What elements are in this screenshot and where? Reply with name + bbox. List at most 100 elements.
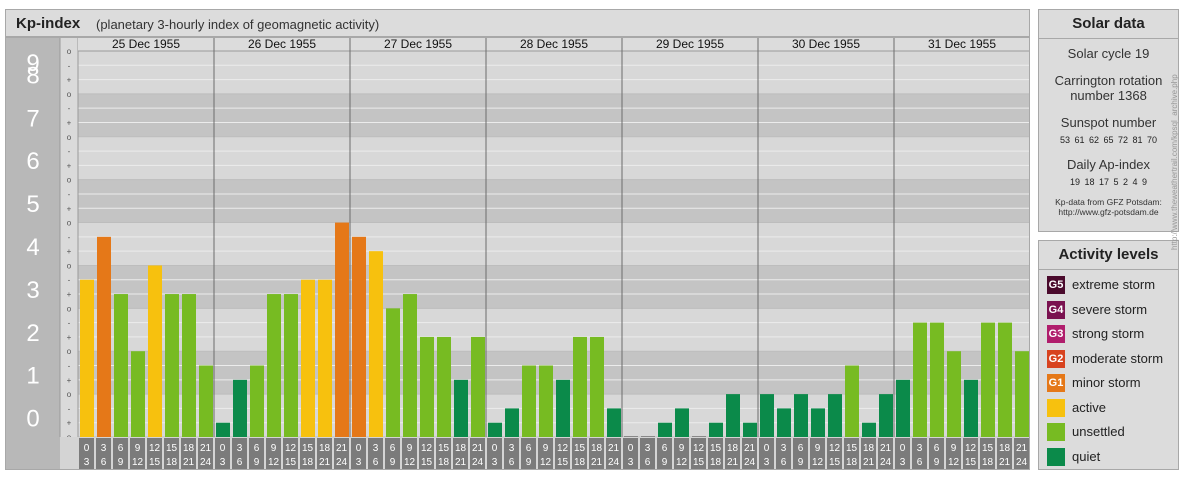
hour-label-end: 15	[693, 457, 705, 468]
day-label: 26 Dec 1955	[248, 37, 316, 51]
kp-bar	[301, 279, 315, 437]
hour-label-end: 9	[118, 457, 124, 468]
hour-label-end: 18	[846, 457, 858, 468]
kp-bar	[539, 365, 553, 437]
hour-cell	[691, 438, 706, 469]
carrington-line-2: number 1368	[1070, 88, 1147, 103]
kp-bar	[998, 322, 1012, 437]
hour-label-start: 3	[781, 443, 787, 454]
hour-label-end: 18	[710, 457, 722, 468]
hour-label-start: 21	[336, 443, 348, 454]
source-link[interactable]: http://www.gfz-potsdam.de	[1058, 207, 1159, 217]
hour-label-end: 12	[268, 457, 280, 468]
hour-label-start: 6	[934, 443, 940, 454]
kp-band	[78, 93, 1030, 137]
y-axis-column	[5, 37, 60, 437]
kp-bar	[471, 336, 485, 437]
hour-label-start: 3	[373, 443, 379, 454]
carrington-line-1: Carrington rotation	[1054, 73, 1163, 88]
kp-bar	[80, 279, 94, 437]
kp-bar	[709, 422, 723, 437]
hour-label-start: 18	[183, 443, 195, 454]
hour-cell	[538, 438, 553, 469]
hour-label-start: 12	[829, 443, 841, 454]
hour-label-start: 9	[679, 443, 685, 454]
hour-label-start: 12	[421, 443, 433, 454]
activity-level-swatch	[1047, 423, 1065, 441]
hour-label-start: 18	[455, 443, 467, 454]
hour-label-start: 3	[645, 443, 651, 454]
activity-level-swatch: G1	[1047, 374, 1065, 392]
y-minor-tick-label: o	[67, 261, 72, 270]
hour-cell	[164, 438, 179, 469]
hour-cell	[436, 438, 451, 469]
hour-label-start: 15	[438, 443, 450, 454]
y-minor-tick-label: +	[67, 161, 72, 170]
hour-cell	[861, 438, 876, 469]
hour-label-start: 12	[557, 443, 569, 454]
kp-bar	[726, 394, 740, 437]
kp-bar	[930, 322, 944, 437]
hour-label-end: 21	[591, 457, 603, 468]
kp-band	[78, 222, 1030, 266]
hour-label-end: 9	[390, 457, 396, 468]
kp-bar	[386, 308, 400, 437]
kp-bar	[964, 379, 978, 437]
day-label: 29 Dec 1955	[656, 37, 724, 51]
kp-bar	[318, 279, 332, 437]
hour-cell	[266, 438, 281, 469]
kp-band	[78, 179, 1030, 223]
y-tick-label: 6	[26, 148, 39, 175]
source-line-1: Kp-data from GFZ Potsdam:	[1055, 197, 1162, 207]
y-minor-tick-label: o	[67, 133, 72, 142]
kp-bar	[420, 336, 434, 437]
hour-label-end: 9	[254, 457, 260, 468]
hour-cell	[929, 438, 944, 469]
hour-axis-corner	[5, 437, 60, 470]
kp-bar	[335, 222, 349, 437]
kp-band	[78, 136, 1030, 180]
hour-label-start: 12	[693, 443, 705, 454]
hour-cell	[1014, 438, 1029, 469]
hour-cell	[147, 438, 162, 469]
hour-label-end: 12	[132, 457, 144, 468]
hour-label-end: 21	[727, 457, 739, 468]
hour-label-start: 6	[526, 443, 532, 454]
hour-label-end: 3	[900, 457, 906, 468]
ap-label: Daily Ap-index	[1066, 157, 1151, 172]
hour-label-end: 18	[982, 457, 994, 468]
hour-label-start: 21	[880, 443, 892, 454]
hour-label-start: 18	[591, 443, 603, 454]
kp-band	[78, 351, 1030, 395]
hour-cell	[504, 438, 519, 469]
activity-level-label: unsettled	[1072, 424, 1125, 439]
hour-label-start: 9	[951, 443, 957, 454]
y-minor-tick-label: -	[68, 190, 71, 199]
hour-label-end: 3	[356, 457, 362, 468]
hour-label-end: 12	[540, 457, 552, 468]
hour-label-end: 6	[781, 457, 787, 468]
hour-label-start: 21	[1016, 443, 1028, 454]
y-minor-tick-label: -	[68, 104, 71, 113]
hour-label-start: 15	[710, 443, 722, 454]
kp-bar	[250, 365, 264, 437]
hour-cell	[385, 438, 400, 469]
hour-cell	[980, 438, 995, 469]
kp-bar	[811, 408, 825, 437]
kp-bar	[845, 365, 859, 437]
minor-tick-column	[60, 37, 78, 437]
hour-label-start: 21	[744, 443, 756, 454]
y-minor-tick-label: -	[68, 404, 71, 413]
hour-label-end: 12	[404, 457, 416, 468]
hour-label-start: 18	[999, 443, 1011, 454]
hour-label-start: 3	[509, 443, 515, 454]
hour-label-start: 12	[965, 443, 977, 454]
kp-bar	[488, 422, 502, 437]
hour-cell	[283, 438, 298, 469]
activity-levels-title: Activity levels	[1039, 241, 1178, 270]
day-label: 25 Dec 1955	[112, 37, 180, 51]
hour-label-start: 0	[764, 443, 770, 454]
y-minor-tick-label: +	[67, 118, 72, 127]
chart-title: Kp-index	[16, 15, 81, 32]
hour-label-start: 15	[846, 443, 858, 454]
